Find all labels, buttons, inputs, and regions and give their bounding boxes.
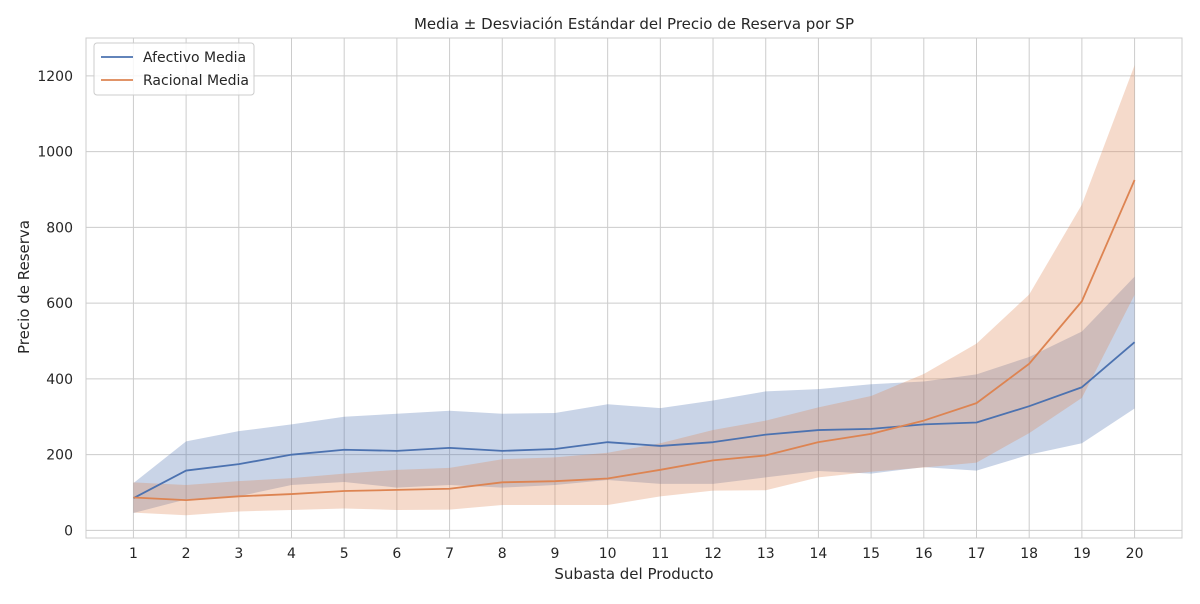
x-tick-label: 8 [498, 546, 507, 562]
series-lines [133, 179, 1136, 502]
legend-box [93, 42, 255, 96]
plot-frame [85, 37, 1183, 539]
std-band-afectivo [133, 276, 1135, 513]
x-tick-labels: 1 2 3 4 5 6 7 8 9 10 11 12 13 14 15 16 17 18 19 20 [129, 546, 1144, 562]
x-tick-label: 18 [1020, 546, 1038, 562]
x-tick-label: 16 [915, 546, 933, 562]
y-tick-labels: 0 200 400 600 800 1000 1200 [37, 69, 73, 540]
series-line-racional [133, 179, 1136, 502]
std-bands [133, 65, 1135, 516]
x-tick-label: 12 [704, 546, 722, 562]
x-tick-label: 19 [1073, 546, 1091, 562]
x-tick-label: 3 [234, 546, 243, 562]
y-tick-label: 1200 [37, 69, 73, 85]
x-tick-label: 4 [287, 546, 296, 562]
y-tick-label: 400 [46, 372, 73, 388]
y-tick-label: 800 [46, 220, 73, 236]
x-axis-label: Subasta del Producto [554, 565, 713, 583]
legend-label-racional: Racional Media [143, 73, 249, 89]
x-tick-label: 14 [810, 546, 828, 562]
std-band-racional [133, 65, 1135, 516]
x-tick-label: 20 [1126, 546, 1144, 562]
grid-lines [86, 38, 1182, 538]
x-tick-label: 15 [862, 546, 880, 562]
chart-title: Media ± Desviación Estándar del Precio d… [414, 15, 854, 33]
series-line-afectivo [133, 341, 1136, 500]
legend: Afectivo Media Racional Media [93, 42, 255, 96]
x-tick-label: 7 [445, 546, 454, 562]
x-tick-label: 17 [968, 546, 986, 562]
x-tick-label: 13 [757, 546, 775, 562]
y-tick-label: 0 [64, 523, 73, 539]
y-tick-label: 600 [46, 296, 73, 312]
y-tick-label: 200 [46, 448, 73, 464]
x-tick-label: 5 [340, 546, 349, 562]
legend-label-afectivo: Afectivo Media [143, 50, 246, 66]
x-tick-label: 9 [551, 546, 560, 562]
x-tick-label: 6 [392, 546, 401, 562]
x-tick-label: 10 [599, 546, 617, 562]
x-tick-label: 2 [182, 546, 191, 562]
x-tick-label: 11 [651, 546, 669, 562]
x-tick-label: 1 [129, 546, 138, 562]
y-tick-label: 1000 [37, 145, 73, 161]
y-axis-label: Precio de Reserva [15, 220, 33, 354]
